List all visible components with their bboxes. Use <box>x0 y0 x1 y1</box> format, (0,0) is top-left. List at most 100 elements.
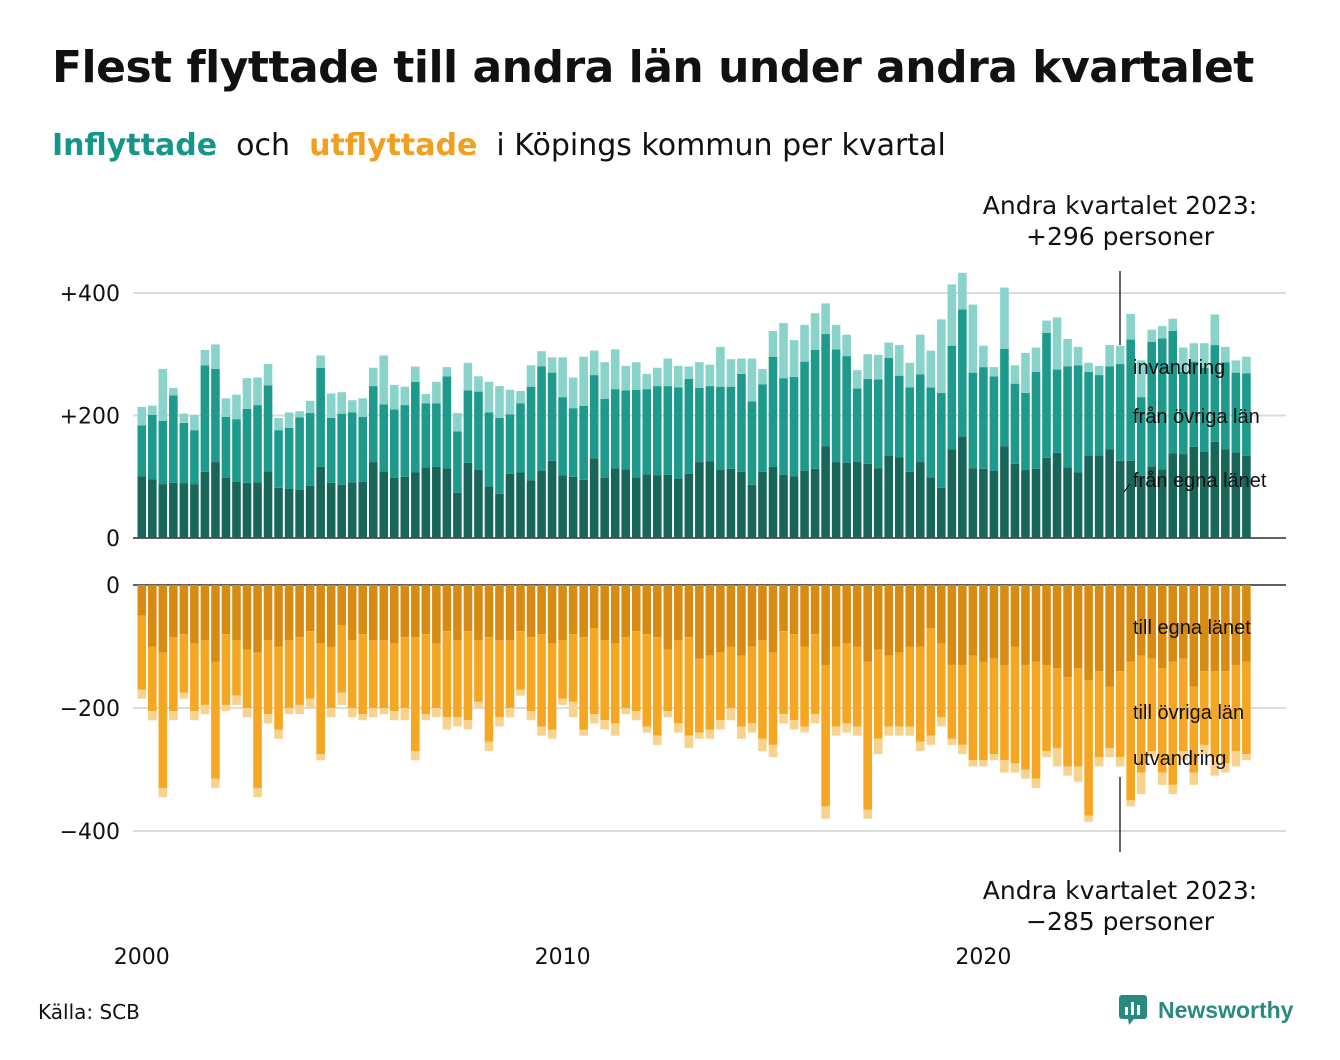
subtitle-utflyttade: utflyttade <box>309 128 478 163</box>
bar-out-0 <box>305 585 315 632</box>
bar-in-2 <box>232 394 241 420</box>
bar-in-1 <box>958 309 967 437</box>
bar-out-2 <box>526 711 536 721</box>
bar-in-2 <box>1063 338 1072 367</box>
bar-out-1 <box>695 658 704 733</box>
bar-out-1 <box>863 661 872 810</box>
bar-in-1 <box>726 386 736 469</box>
bar-out-1 <box>852 646 862 727</box>
legend-label: från egna länet <box>1133 470 1267 492</box>
bar-out-2 <box>547 729 557 739</box>
bar-in-1 <box>1157 338 1167 470</box>
bar-out-0 <box>148 585 157 647</box>
bar-in-1 <box>705 386 715 462</box>
bar-in-2 <box>779 323 788 379</box>
bar-out-0 <box>1147 585 1157 659</box>
bar-in-2 <box>148 405 157 415</box>
top-y-tick-label: +400 <box>60 282 120 307</box>
bar-in-1 <box>831 349 841 463</box>
bar-in-1 <box>600 398 609 478</box>
bar-in-0 <box>295 489 304 538</box>
bar-in-1 <box>894 375 904 458</box>
bar-out-0 <box>674 585 683 641</box>
bar-in-1 <box>989 376 999 471</box>
bar-out-0 <box>400 585 410 638</box>
bar-in-2 <box>1010 365 1020 384</box>
bar-in-2 <box>158 368 168 422</box>
bar-out-2 <box>516 689 525 696</box>
bar-out-2 <box>179 692 189 699</box>
bar-out-2 <box>347 708 357 718</box>
bar-in-1 <box>1021 392 1030 471</box>
bar-in-2 <box>516 391 525 404</box>
bar-out-2 <box>968 760 978 767</box>
bar-out-0 <box>474 585 483 641</box>
bar-out-2 <box>1115 757 1125 767</box>
bar-in-0 <box>958 436 967 538</box>
bar-out-0 <box>589 585 599 629</box>
bar-in-2 <box>1242 356 1251 374</box>
bar-out-2 <box>747 723 757 733</box>
bottom-y-tick-label: 0 <box>106 574 120 599</box>
bar-out-2 <box>726 708 736 721</box>
bar-in-1 <box>684 378 694 474</box>
bar-out-2 <box>505 708 515 718</box>
bar-in-1 <box>579 405 588 480</box>
bar-out-1 <box>642 634 652 727</box>
bar-in-0 <box>211 462 220 538</box>
bar-out-2 <box>663 711 673 718</box>
bar-in-2 <box>695 362 704 388</box>
bar-out-0 <box>453 585 462 641</box>
bar-out-0 <box>526 585 536 638</box>
bar-out-2 <box>915 741 925 752</box>
bar-out-1 <box>263 640 273 715</box>
bar-out-0 <box>1094 585 1104 672</box>
bar-in-2 <box>726 359 736 387</box>
bar-in-0 <box>1010 463 1020 538</box>
bar-out-1 <box>1189 686 1199 773</box>
bar-out-0 <box>726 585 736 647</box>
bar-in-2 <box>789 340 799 377</box>
bar-out-1 <box>873 649 883 739</box>
annotation-bottom-line2: −285 personer <box>1026 907 1215 936</box>
bar-in-2 <box>368 367 378 387</box>
bar-in-0 <box>421 467 431 538</box>
bar-in-2 <box>631 362 641 390</box>
bar-in-0 <box>589 458 599 539</box>
bar-in-0 <box>968 468 978 538</box>
bar-in-2 <box>1105 345 1114 367</box>
bar-in-1 <box>1242 373 1251 456</box>
bar-in-2 <box>705 364 715 387</box>
bar-in-2 <box>989 367 999 377</box>
bar-out-2 <box>1000 760 1009 773</box>
bar-in-1 <box>179 422 189 484</box>
bar-out-1 <box>947 664 957 739</box>
bar-out-0 <box>1021 585 1030 665</box>
bar-in-2 <box>358 398 368 417</box>
bar-out-2 <box>810 714 820 724</box>
bar-out-0 <box>347 585 357 641</box>
annotation-top-line2: +296 personer <box>1026 222 1215 251</box>
bar-in-1 <box>852 388 862 463</box>
bar-in-0 <box>1189 446 1199 538</box>
bar-out-1 <box>169 637 178 712</box>
bar-out-1 <box>1136 655 1146 773</box>
bar-out-1 <box>516 631 525 690</box>
bar-in-1 <box>768 356 778 467</box>
bar-in-1 <box>305 413 315 486</box>
inflow-bars <box>137 272 1251 539</box>
bar-out-2 <box>326 708 336 718</box>
bar-in-2 <box>1231 360 1241 373</box>
bar-in-2 <box>190 414 199 431</box>
bar-in-2 <box>821 303 830 335</box>
bar-out-1 <box>368 640 378 708</box>
bar-in-0 <box>516 472 525 538</box>
bar-in-2 <box>842 334 851 357</box>
bar-out-1 <box>221 634 231 705</box>
bar-out-2 <box>1042 751 1051 758</box>
bar-out-2 <box>600 720 609 730</box>
bar-out-1 <box>358 634 368 715</box>
bar-in-0 <box>810 468 820 538</box>
bar-out-2 <box>190 711 199 721</box>
bar-out-1 <box>1063 677 1072 767</box>
